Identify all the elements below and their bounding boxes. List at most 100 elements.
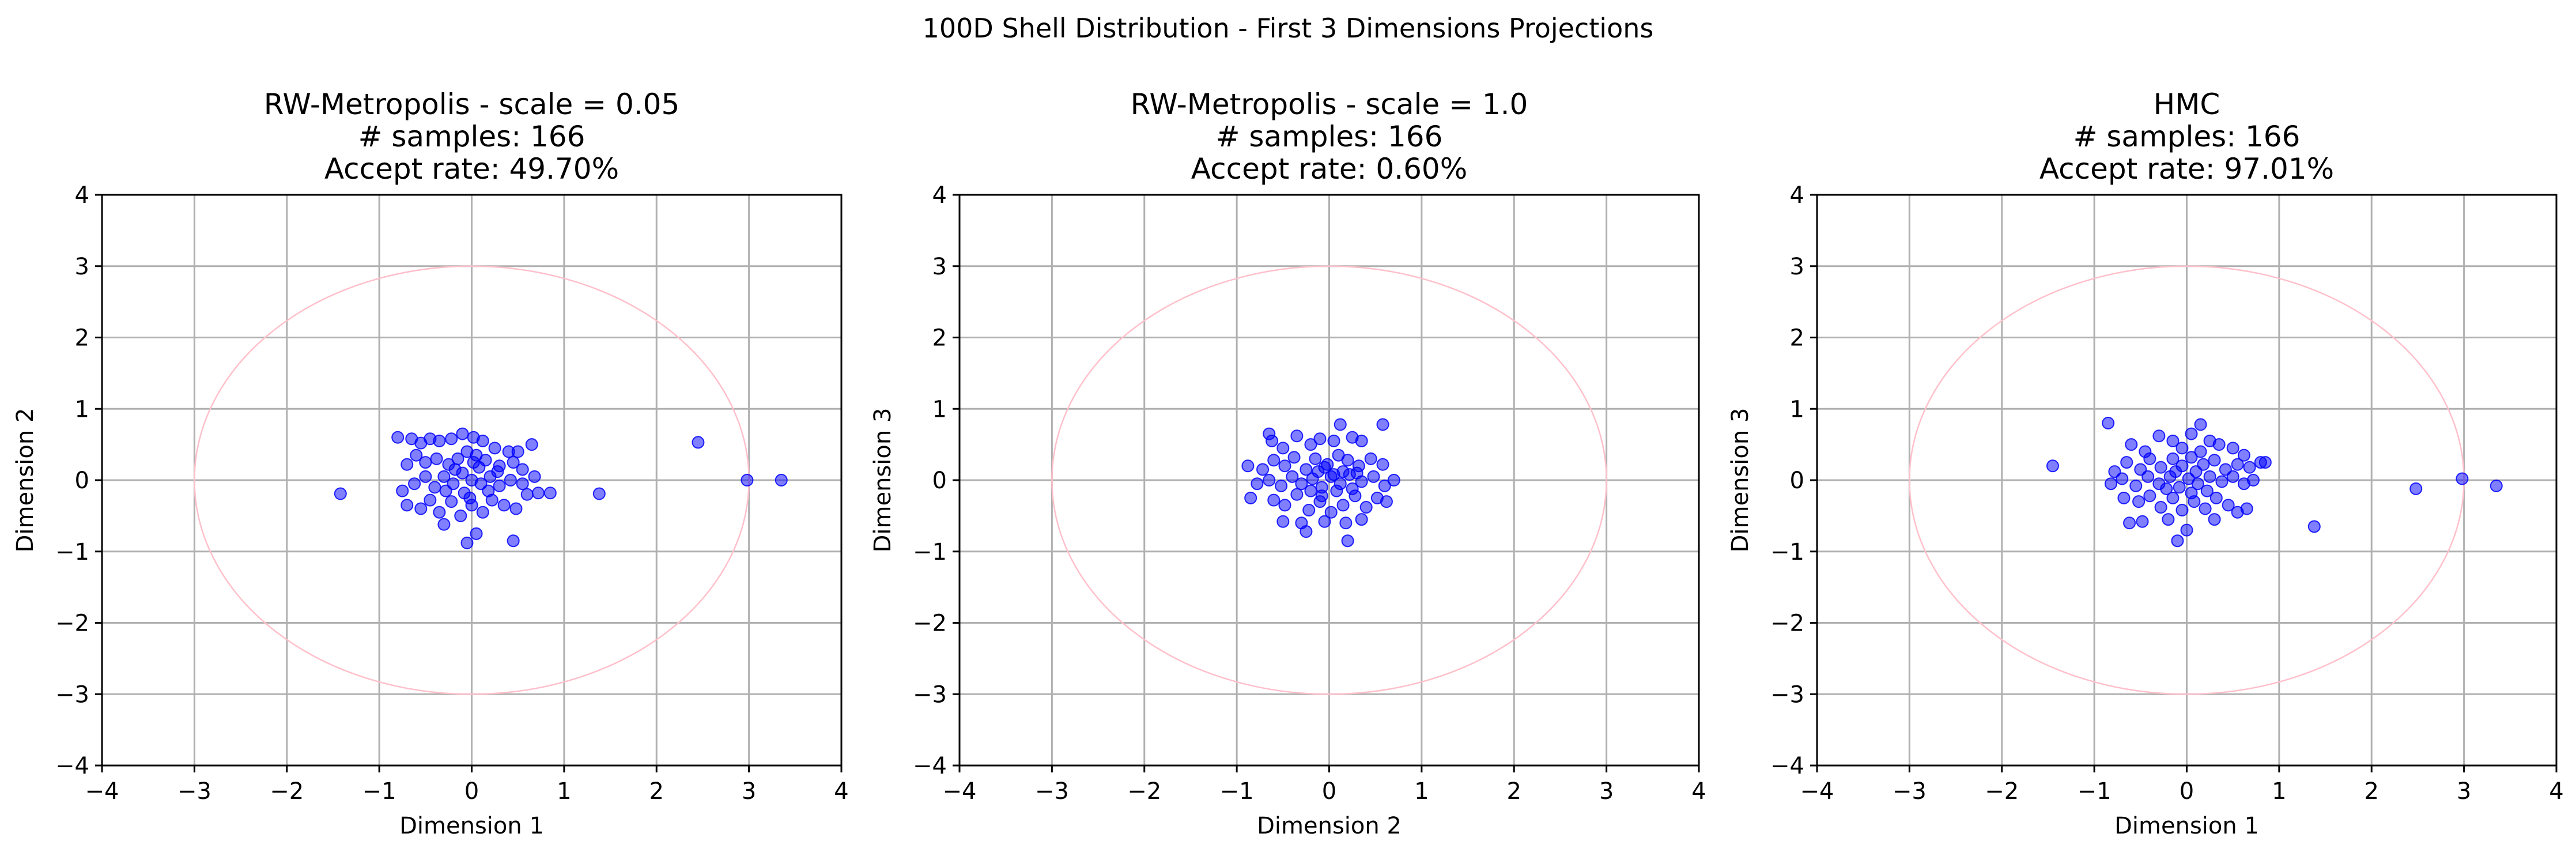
- y-tick-label: −3: [913, 681, 947, 708]
- x-tick-label: −4: [943, 778, 977, 805]
- data-point: [334, 487, 347, 500]
- data-point: [1339, 516, 1353, 530]
- data-point: [2246, 474, 2260, 487]
- data-point: [2117, 491, 2131, 504]
- data-point: [1278, 499, 1291, 512]
- data-point: [2173, 481, 2186, 494]
- data-point: [1304, 484, 1317, 497]
- data-point: [497, 499, 511, 512]
- data-point: [445, 495, 458, 508]
- data-point: [2175, 503, 2189, 516]
- y-tick-label: −2: [55, 610, 89, 637]
- data-point: [1355, 513, 1368, 526]
- data-point: [1276, 442, 1290, 455]
- data-point: [1355, 434, 1368, 447]
- data-point: [1387, 474, 1400, 487]
- x-tick-label: 2: [649, 778, 664, 805]
- data-point: [2152, 429, 2166, 443]
- data-point: [543, 487, 557, 500]
- data-point: [2102, 417, 2115, 429]
- data-point: [2141, 470, 2155, 483]
- data-point: [2203, 470, 2216, 483]
- data-point: [2166, 452, 2180, 465]
- data-point: [1380, 495, 1393, 508]
- x-tick-label: 0: [2180, 778, 2194, 805]
- data-point: [476, 506, 489, 519]
- x-tick-label: −3: [177, 778, 211, 805]
- data-point: [1290, 488, 1304, 501]
- panel-title-line: Accept rate: 49.70%: [324, 152, 619, 186]
- x-tick-label: −3: [1893, 778, 1927, 805]
- data-point: [2132, 495, 2146, 508]
- y-tick-label: 2: [75, 325, 89, 352]
- data-point: [1313, 432, 1327, 446]
- data-point: [2258, 456, 2272, 469]
- data-point: [2123, 516, 2136, 530]
- y-tick-label: −4: [1770, 753, 1804, 779]
- data-point: [2209, 491, 2223, 504]
- data-point: [1267, 454, 1281, 467]
- data-point: [414, 502, 428, 515]
- data-point: [2208, 513, 2221, 526]
- panel-title-line: HMC: [2154, 88, 2220, 121]
- data-point: [1350, 466, 1363, 480]
- data-point: [1263, 474, 1276, 487]
- x-axis-label: Dimension 2: [1257, 813, 1402, 839]
- y-tick-label: 4: [932, 182, 947, 209]
- y-tick-label: −1: [913, 539, 947, 565]
- x-tick-label: 4: [834, 778, 848, 805]
- data-point: [433, 434, 446, 447]
- data-point: [493, 479, 506, 492]
- data-point: [2180, 523, 2193, 537]
- data-point: [1290, 429, 1304, 443]
- data-point: [741, 474, 754, 487]
- panel-title-line: # samples: 166: [1216, 120, 1443, 153]
- data-point: [463, 491, 477, 504]
- data-point: [1376, 458, 1389, 471]
- data-point: [476, 434, 489, 447]
- y-tick-label: 0: [75, 467, 89, 494]
- y-tick-label: −3: [1770, 681, 1804, 708]
- y-tick-label: 4: [75, 182, 89, 209]
- data-point: [1318, 461, 1331, 474]
- data-point: [2409, 482, 2423, 495]
- data-point: [1286, 470, 1299, 483]
- data-point: [528, 470, 541, 483]
- data-point: [2208, 454, 2221, 467]
- x-tick-label: 0: [1322, 778, 1336, 805]
- data-point: [2189, 465, 2203, 478]
- panel-title-line: Accept rate: 0.60%: [1191, 152, 1467, 186]
- x-tick-label: −2: [1127, 778, 1161, 805]
- data-point: [2226, 470, 2239, 483]
- data-point: [1315, 489, 1328, 503]
- reference-circle: [1051, 265, 1607, 695]
- data-point: [1341, 534, 1354, 548]
- y-tick-label: 1: [932, 396, 947, 423]
- data-point: [2171, 534, 2184, 548]
- data-point: [401, 499, 414, 512]
- data-point: [2243, 461, 2256, 474]
- x-axis-label: Dimension 1: [2114, 813, 2259, 839]
- data-point: [1300, 463, 1313, 476]
- x-tick-label: 1: [557, 778, 571, 805]
- data-point: [2490, 479, 2503, 492]
- data-point: [2194, 445, 2207, 458]
- y-tick-label: 0: [1790, 467, 1804, 494]
- data-point: [2154, 461, 2167, 474]
- data-point: [1267, 493, 1281, 507]
- x-tick-label: −3: [1035, 778, 1069, 805]
- data-point: [2199, 502, 2212, 515]
- data-point: [2125, 438, 2138, 451]
- y-tick-label: −1: [55, 539, 89, 565]
- data-point: [1266, 434, 1279, 447]
- data-point: [511, 445, 524, 458]
- data-point: [1336, 499, 1350, 512]
- data-point: [1295, 477, 1308, 491]
- data-point: [2185, 451, 2198, 464]
- data-point: [433, 506, 446, 519]
- data-point: [439, 484, 452, 497]
- data-point: [424, 493, 437, 507]
- data-point: [430, 452, 443, 465]
- data-point: [2154, 501, 2167, 514]
- data-point: [516, 463, 529, 476]
